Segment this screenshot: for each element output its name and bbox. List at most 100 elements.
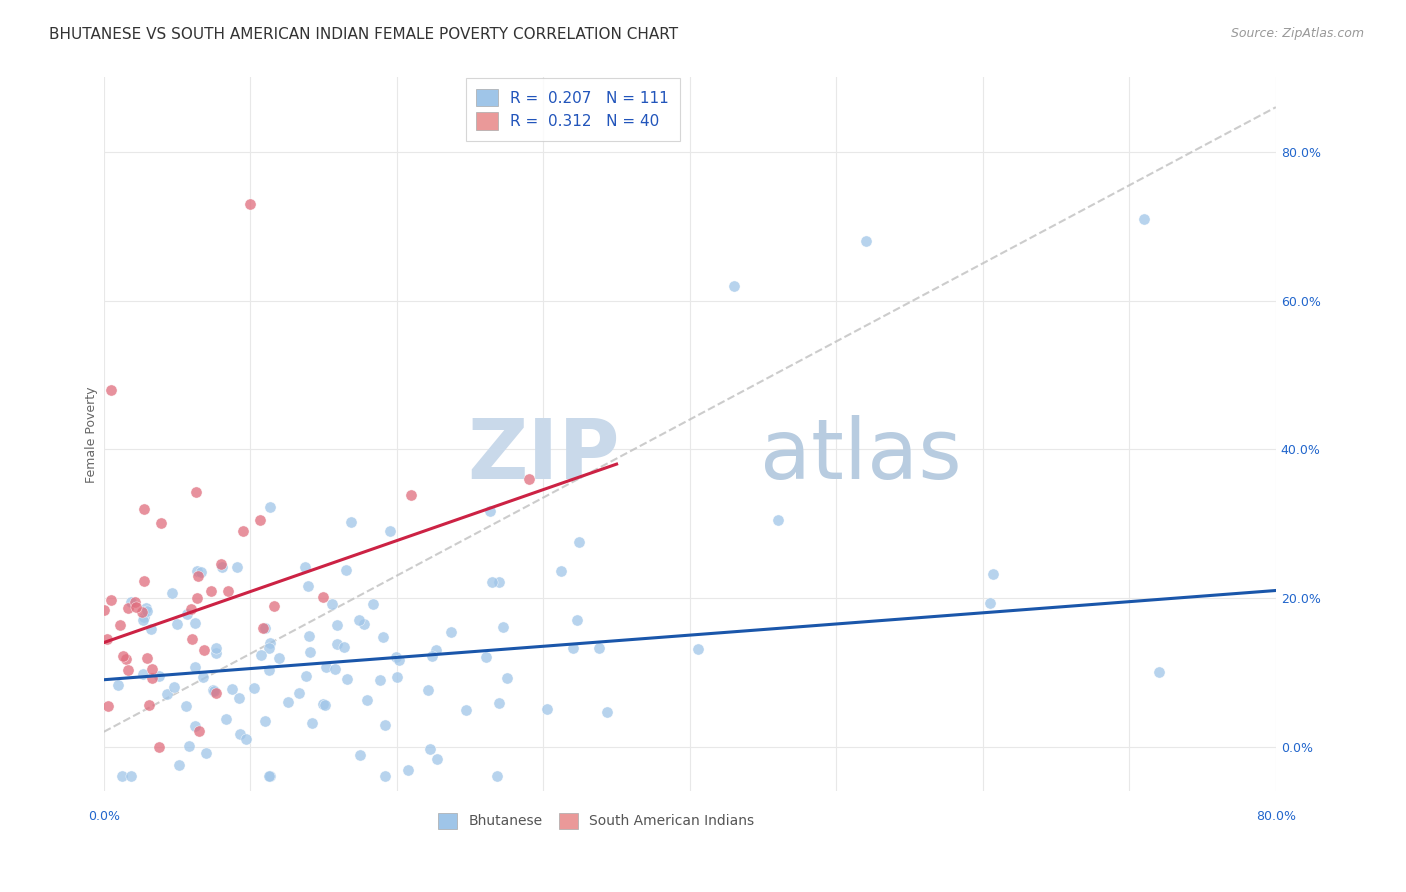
Point <box>259 769 281 783</box>
Point <box>181 632 204 646</box>
Point <box>217 584 239 599</box>
Point <box>111 769 134 783</box>
Point <box>401 488 423 502</box>
Point <box>239 197 262 211</box>
Point <box>150 516 173 531</box>
Point <box>488 575 510 590</box>
Point <box>259 663 281 677</box>
Point <box>124 595 146 609</box>
Point <box>335 672 357 686</box>
Point <box>562 641 585 656</box>
Point <box>120 595 142 609</box>
Point <box>1133 211 1156 226</box>
Point <box>193 643 215 657</box>
Legend: Bhutanese, South American Indians: Bhutanese, South American Indians <box>432 807 761 834</box>
Point <box>981 566 1004 581</box>
Point <box>298 629 321 643</box>
Point <box>187 568 209 582</box>
Text: 0.0%: 0.0% <box>87 810 120 822</box>
Point <box>132 574 155 589</box>
Point <box>254 621 277 635</box>
Point <box>567 534 589 549</box>
Point <box>353 616 375 631</box>
Point <box>314 698 336 713</box>
Point <box>209 557 232 571</box>
Point <box>294 559 316 574</box>
Point <box>235 732 257 747</box>
Point <box>97 699 120 714</box>
Point <box>440 625 463 640</box>
Point <box>183 615 205 630</box>
Point <box>488 696 510 710</box>
Point <box>190 565 212 579</box>
Point <box>205 686 228 700</box>
Point <box>117 663 139 677</box>
Point <box>723 278 745 293</box>
Point <box>356 692 378 706</box>
Point <box>254 714 277 728</box>
Point <box>148 668 170 682</box>
Point <box>259 640 281 655</box>
Point <box>202 684 225 698</box>
Point <box>536 702 558 716</box>
Point <box>176 607 198 621</box>
Point <box>368 673 391 687</box>
Point <box>374 718 396 732</box>
Point <box>166 616 188 631</box>
Text: Source: ZipAtlas.com: Source: ZipAtlas.com <box>1230 27 1364 40</box>
Point <box>252 621 274 635</box>
Point <box>107 678 129 692</box>
Point <box>148 739 170 754</box>
Point <box>295 668 318 682</box>
Point <box>249 513 271 527</box>
Point <box>312 697 335 711</box>
Point <box>567 613 589 627</box>
Point <box>475 650 498 665</box>
Point <box>232 524 254 538</box>
Point <box>163 680 186 694</box>
Point <box>481 575 503 590</box>
Point <box>361 597 384 611</box>
Point <box>188 723 211 738</box>
Point <box>184 660 207 674</box>
Point <box>418 682 440 697</box>
Point <box>325 637 347 651</box>
Point <box>184 485 207 500</box>
Point <box>228 691 250 706</box>
Text: BHUTANESE VS SOUTH AMERICAN INDIAN FEMALE POVERTY CORRELATION CHART: BHUTANESE VS SOUTH AMERICAN INDIAN FEMAL… <box>49 27 678 42</box>
Point <box>135 600 157 615</box>
Point <box>371 630 394 644</box>
Point <box>855 234 877 248</box>
Point <box>259 636 281 650</box>
Point <box>156 687 179 701</box>
Point <box>132 666 155 681</box>
Point <box>385 649 408 664</box>
Point <box>132 613 155 627</box>
Point <box>299 644 322 658</box>
Point <box>205 646 228 660</box>
Point <box>263 599 285 614</box>
Point <box>174 698 197 713</box>
Point <box>100 383 122 397</box>
Point <box>112 648 135 663</box>
Y-axis label: Female Poverty: Female Poverty <box>86 386 98 483</box>
Text: atlas: atlas <box>761 416 962 496</box>
Point <box>134 610 156 624</box>
Point <box>191 669 214 683</box>
Point <box>492 619 515 633</box>
Point <box>186 564 208 578</box>
Point <box>312 590 335 604</box>
Point <box>225 559 247 574</box>
Point <box>120 769 142 783</box>
Point <box>333 640 356 654</box>
Point <box>115 652 138 666</box>
Point <box>686 641 709 656</box>
Point <box>134 501 156 516</box>
Point <box>426 752 449 766</box>
Point <box>420 648 443 663</box>
Point <box>388 653 411 667</box>
Point <box>588 640 610 655</box>
Point <box>257 769 280 783</box>
Point <box>214 712 236 726</box>
Point <box>454 703 477 717</box>
